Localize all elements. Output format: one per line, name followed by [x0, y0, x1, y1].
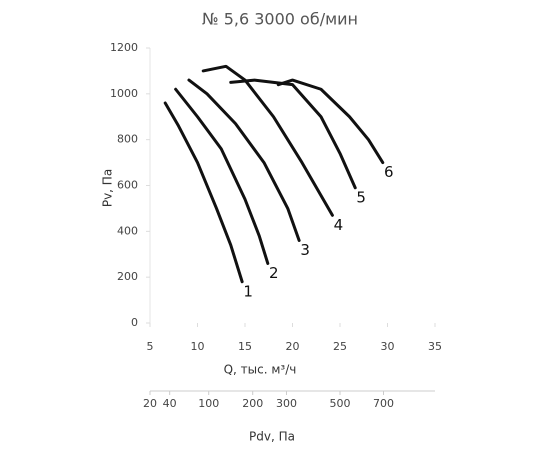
- curve-label: 6: [384, 163, 394, 181]
- x2-tick-label: 700: [373, 397, 394, 410]
- y-axis-title: Pv, Па: [101, 169, 115, 207]
- x2-tick-label: 20: [143, 397, 157, 410]
- y-tick-label: 1200: [110, 41, 138, 54]
- y-tick-label: 0: [131, 316, 138, 329]
- fan-curve: [201, 64, 334, 217]
- curve-label: 1: [243, 282, 253, 300]
- x-tick-label: 10: [191, 340, 205, 353]
- y-tick-label: 1000: [110, 87, 138, 100]
- x-tick-label: 15: [238, 340, 252, 353]
- y-tick-label: 200: [117, 270, 138, 283]
- x2-tick-label: 300: [276, 397, 297, 410]
- x-axis-title: Q, тыс. м³/ч: [224, 363, 297, 377]
- curve-label: 2: [269, 264, 279, 282]
- x2-tick-label: 500: [330, 397, 351, 410]
- x2-tick-label: 40: [163, 397, 177, 410]
- fan-curve: [174, 87, 270, 265]
- x-tick-label: 35: [428, 340, 442, 353]
- y-tick-label: 400: [117, 224, 138, 237]
- x-tick-label: 25: [333, 340, 347, 353]
- fan-curve: [229, 78, 357, 190]
- chart-title: № 5,6 3000 об/мин: [202, 10, 358, 29]
- y-tick-label: 600: [117, 179, 138, 192]
- x2-tick-label: 100: [198, 397, 219, 410]
- curve-label: 4: [334, 216, 344, 234]
- fan-curve: [276, 78, 385, 165]
- x-tick-label: 30: [381, 340, 395, 353]
- fan-curve: [163, 101, 244, 284]
- y-tick-label: 800: [117, 133, 138, 146]
- x-tick-label: 5: [147, 340, 154, 353]
- fan-curve: [187, 78, 301, 242]
- x2-tick-label: 200: [242, 397, 263, 410]
- x2-axis-title: Pdv, Па: [249, 430, 295, 444]
- curve-label: 3: [300, 241, 310, 259]
- curve-label: 5: [356, 188, 366, 206]
- x-tick-label: 20: [286, 340, 300, 353]
